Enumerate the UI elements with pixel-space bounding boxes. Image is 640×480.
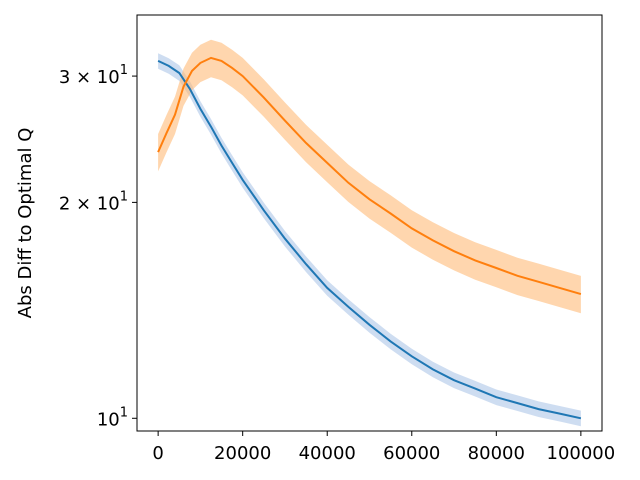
x-tick-label: 0 — [152, 443, 163, 464]
series-lines — [157, 56, 582, 420]
x-tick-label: 100000 — [547, 443, 616, 464]
y-tick-label: 3 × 101 — [59, 63, 128, 88]
x-tick-label: 60000 — [383, 443, 440, 464]
x-tick-label: 40000 — [299, 443, 356, 464]
series-2-line — [157, 56, 582, 296]
y-axis-label: Abs Diff to Optimal Q — [15, 128, 36, 319]
x-tick-label: 20000 — [214, 443, 271, 464]
series-1-line — [157, 59, 582, 420]
y-tick-label: 2 × 101 — [59, 189, 128, 214]
confidence-bands — [158, 39, 581, 427]
series-2-band — [158, 39, 581, 314]
plot-frame — [136, 14, 603, 432]
x-axis: 0 20000 40000 60000 80000 100000 — [152, 431, 615, 464]
x-tick-label: 80000 — [468, 443, 525, 464]
